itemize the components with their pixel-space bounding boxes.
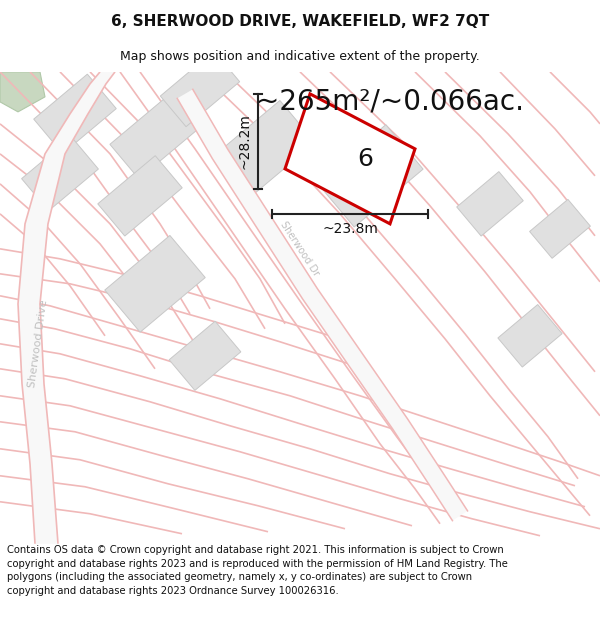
Polygon shape bbox=[0, 72, 45, 112]
Text: 6, SHERWOOD DRIVE, WAKEFIELD, WF2 7QT: 6, SHERWOOD DRIVE, WAKEFIELD, WF2 7QT bbox=[111, 14, 489, 29]
Text: Sherwood Dr: Sherwood Dr bbox=[278, 219, 322, 278]
Polygon shape bbox=[22, 137, 98, 211]
Polygon shape bbox=[98, 156, 182, 236]
Polygon shape bbox=[498, 304, 562, 367]
Polygon shape bbox=[457, 172, 523, 236]
Text: Map shows position and indicative extent of the property.: Map shows position and indicative extent… bbox=[120, 49, 480, 62]
Polygon shape bbox=[530, 199, 590, 258]
Text: 6: 6 bbox=[357, 147, 373, 171]
Polygon shape bbox=[169, 321, 241, 391]
Polygon shape bbox=[110, 93, 200, 179]
Polygon shape bbox=[34, 74, 116, 154]
Text: Sherwood Drive: Sherwood Drive bbox=[27, 299, 49, 389]
Polygon shape bbox=[160, 51, 239, 127]
Polygon shape bbox=[215, 101, 315, 198]
Text: ~28.2m: ~28.2m bbox=[237, 113, 251, 169]
Polygon shape bbox=[177, 89, 467, 521]
Polygon shape bbox=[317, 125, 423, 227]
Polygon shape bbox=[285, 94, 415, 224]
Polygon shape bbox=[18, 72, 115, 544]
Text: ~23.8m: ~23.8m bbox=[322, 222, 378, 236]
Polygon shape bbox=[105, 236, 205, 332]
Text: ~265m²/~0.066ac.: ~265m²/~0.066ac. bbox=[256, 88, 524, 116]
Text: Contains OS data © Crown copyright and database right 2021. This information is : Contains OS data © Crown copyright and d… bbox=[7, 545, 508, 596]
